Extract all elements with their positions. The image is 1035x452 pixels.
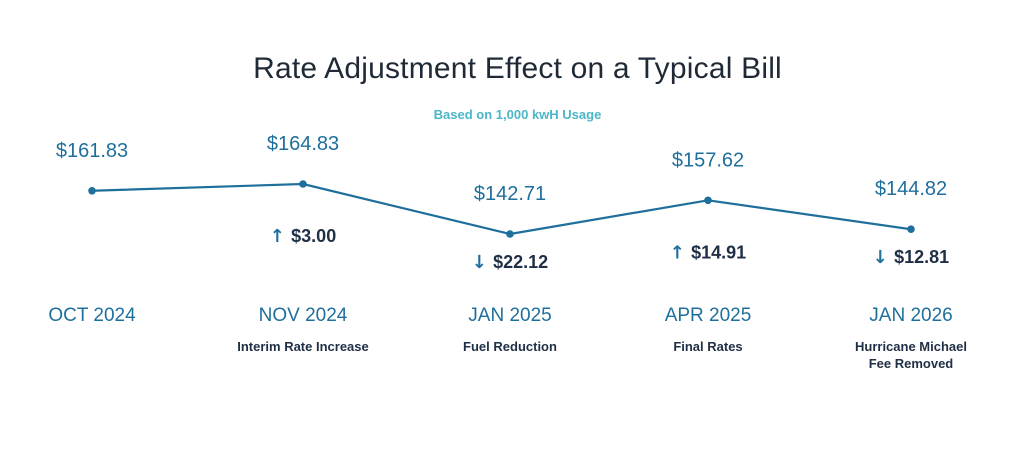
arrow-down-icon: ↓ — [873, 247, 894, 268]
category-description-4: Final Rates — [673, 339, 742, 354]
value-label-5: $144.82 — [875, 178, 947, 200]
change-label-4: ↑ $14.91 — [670, 242, 746, 263]
x-tick-label-4: APR 2025 — [665, 305, 752, 326]
change-label-5: ↓ $12.81 — [873, 247, 949, 268]
data-point-2 — [299, 180, 307, 188]
chart-title: Rate Adjustment Effect on a Typical Bill — [253, 52, 782, 85]
value-label-2: $164.83 — [267, 133, 339, 155]
data-point-5 — [907, 225, 915, 234]
arrow-up-icon: ↑ — [670, 242, 691, 263]
change-amount: $12.81 — [894, 247, 949, 267]
change-amount: $22.12 — [493, 252, 548, 272]
chart-subtitle: Based on 1,000 kwH Usage — [433, 107, 602, 122]
change-amount: $14.91 — [691, 242, 746, 262]
data-point-3 — [506, 230, 514, 238]
x-tick-label-3: JAN 2025 — [468, 305, 551, 326]
category-description-2: Interim Rate Increase — [237, 339, 369, 354]
data-point-1 — [88, 186, 96, 195]
x-tick-label-5: JAN 2026 — [869, 305, 952, 326]
x-tick-label-1: OCT 2024 — [48, 305, 136, 326]
change-amount: $3.00 — [291, 226, 336, 246]
x-tick-label-2: NOV 2024 — [259, 305, 348, 326]
category-description-3: Fuel Reduction — [463, 339, 557, 354]
arrow-up-icon: ↑ — [270, 226, 291, 247]
change-label-3: ↓ $22.12 — [472, 252, 548, 273]
arrow-down-icon: ↓ — [472, 252, 493, 273]
category-description-5: Hurricane Michael — [855, 339, 967, 354]
data-point-4 — [704, 196, 712, 205]
category-description-5: Fee Removed — [869, 356, 954, 371]
change-label-2: ↑ $3.00 — [270, 226, 336, 247]
value-label-4: $157.62 — [672, 149, 744, 171]
value-label-1: $161.83 — [56, 140, 128, 162]
value-label-3: $142.71 — [474, 183, 546, 205]
